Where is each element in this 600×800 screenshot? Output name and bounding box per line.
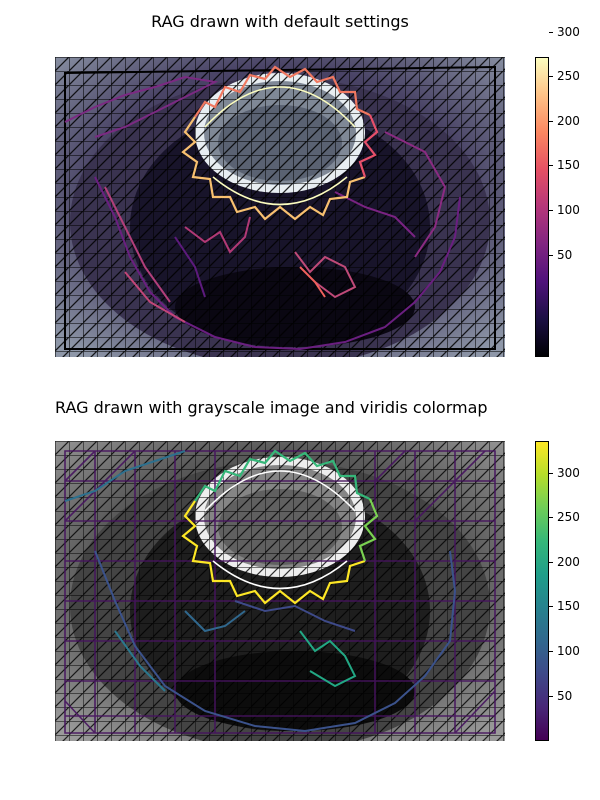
top-colorbar-ticks: 50 100 150 200 250 300 xyxy=(549,0,589,300)
colorbar-tick: 250 xyxy=(549,69,580,83)
colorbar-tick: 150 xyxy=(549,599,580,613)
colorbar-tick: 300 xyxy=(549,466,580,480)
bottom-rag-image xyxy=(55,441,505,741)
bottom-colorbar xyxy=(535,441,549,741)
colorbar-tick: 250 xyxy=(549,510,580,524)
colorbar-tick: 200 xyxy=(549,555,580,569)
colorbar-tick: 200 xyxy=(549,114,580,128)
colorbar-tick: 100 xyxy=(549,644,580,658)
colorbar-tick: 50 xyxy=(549,248,572,262)
colorbar-tick: 300 xyxy=(549,25,580,39)
colorbar-tick: 50 xyxy=(549,689,572,703)
colorbar-tick: 100 xyxy=(549,203,580,217)
colorbar-tick: 150 xyxy=(549,158,580,172)
top-rag-image xyxy=(55,57,505,357)
top-plot-title: RAG drawn with default settings xyxy=(151,12,409,31)
bottom-colorbar-ticks: 50 100 150 200 250 300 xyxy=(549,441,589,741)
top-colorbar xyxy=(535,57,549,357)
bottom-plot-title: RAG drawn with grayscale image and virid… xyxy=(55,398,488,417)
